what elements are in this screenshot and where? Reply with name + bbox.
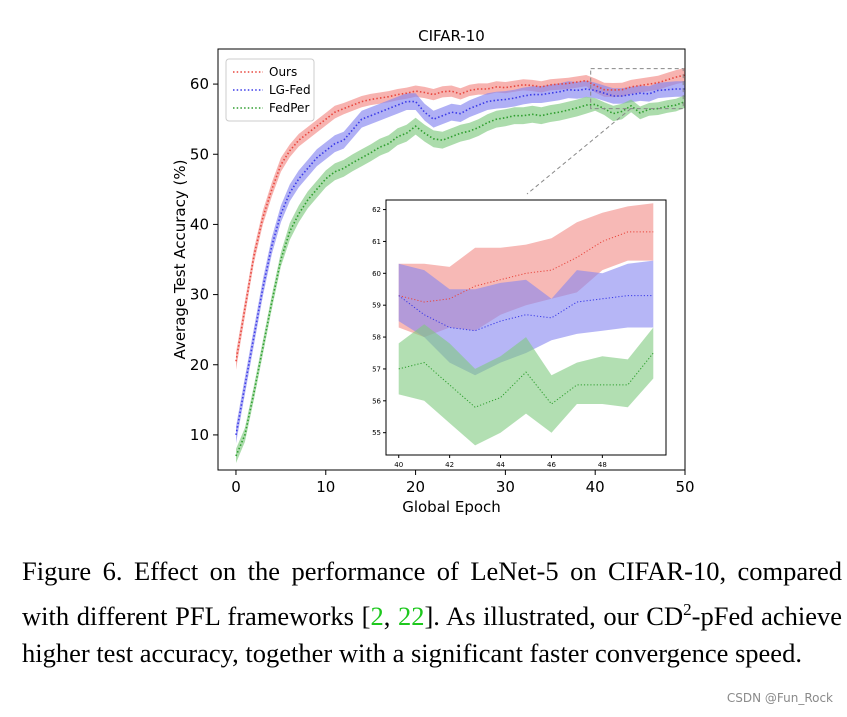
plot-frame [217, 48, 686, 471]
chart-title: CIFAR-10 [418, 27, 485, 45]
inset-x-tick-label: 48 [598, 461, 607, 469]
y-tick-label: 30 [190, 286, 209, 304]
caption-superscript: 2 [683, 599, 692, 619]
figure-caption: Figure 6. Effect on the performance of L… [22, 553, 842, 672]
x-tick-label: 50 [675, 478, 694, 496]
inset-x-tick-label: 42 [445, 461, 454, 469]
inset-band-lg-fed [398, 260, 654, 376]
legend-box [225, 58, 315, 122]
x-tick-label: 20 [406, 478, 425, 496]
caption-prefix: Figure 6. Effect on the performance of L… [22, 556, 842, 631]
x-tick-label: 40 [586, 478, 605, 496]
x-tick-label: 10 [316, 478, 335, 496]
zoom-connector [526, 108, 632, 195]
inset-x-tick-label: 46 [547, 461, 556, 469]
inset-y-tick-label: 61 [372, 238, 381, 246]
x-axis-label: Global Epoch [402, 498, 501, 516]
inset-y-tick-label: 57 [372, 365, 381, 373]
y-tick-label: 20 [190, 356, 209, 374]
watermark: CSDN @Fun_Rock [726, 691, 833, 705]
y-tick-label: 40 [190, 215, 209, 233]
y-tick-label: 10 [190, 426, 209, 444]
zoom-region-box [590, 68, 684, 110]
legend: Ours LG-Fed FedPer [225, 58, 315, 122]
inset-y-tick-label: 60 [372, 270, 381, 278]
inset-y-tick-label: 58 [372, 334, 381, 342]
line-ours [235, 74, 686, 362]
line-lg-fed [235, 88, 685, 436]
inset-y-tick-label: 56 [372, 397, 381, 405]
chart-figure: 0 10 20 30 40 50 10 20 30 40 50 60 CIFAR-10 Global Ep… [171, 27, 695, 516]
caption-suffix: -pFed achieve higher test accuracy, toge… [22, 600, 842, 668]
citation-link-2[interactable]: 2 [370, 600, 384, 631]
legend-label-fedper: FedPer [269, 101, 309, 115]
caption-ref-separator: , [383, 600, 398, 631]
inset-y-tick-label: 62 [372, 206, 381, 214]
inset-x-tick-label: 40 [394, 461, 403, 469]
x-tick-label: 30 [496, 478, 515, 496]
legend-label-ours: Ours [269, 65, 297, 79]
inset-y-tick-label: 55 [372, 429, 381, 437]
y-tick-label: 60 [190, 75, 209, 93]
inset-line-fedper [398, 352, 654, 408]
inset-y-tick-label: 59 [372, 302, 381, 310]
citation-link-22[interactable]: 22 [397, 600, 425, 631]
x-tick-label: 0 [231, 478, 241, 496]
y-tick-label: 50 [190, 145, 209, 163]
inset-band-fedper [398, 324, 654, 446]
y-axis-label: Average Test Accuracy (%) [171, 160, 189, 360]
legend-label-lg-fed: LG-Fed [269, 83, 311, 97]
inset-chart: 40 42 44 46 48 55 56 57 58 59 60 61 62 [372, 199, 667, 469]
chart-svg: 0 10 20 30 40 50 10 20 30 40 50 60 CIFAR-10 Global Ep… [171, 27, 695, 516]
caption-middle: ]. As illustrated, our CD [424, 600, 684, 631]
inset-x-tick-label: 44 [496, 461, 505, 469]
